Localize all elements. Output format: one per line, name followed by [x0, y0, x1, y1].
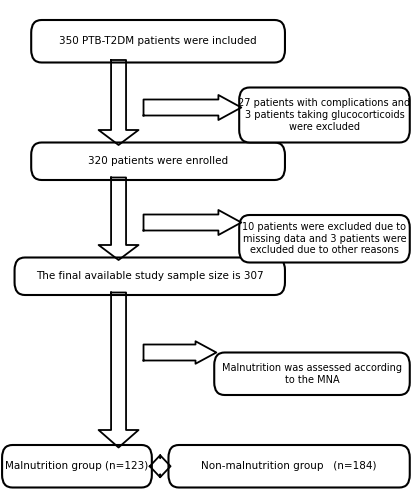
Text: Malnutrition was assessed according
to the MNA: Malnutrition was assessed according to t…: [222, 363, 402, 384]
Text: 27 patients with complications and
3 patients taking glucocorticoids
were exclud: 27 patients with complications and 3 pat…: [238, 98, 411, 132]
Polygon shape: [144, 95, 241, 120]
FancyBboxPatch shape: [2, 445, 152, 488]
Text: The final available study sample size is 307: The final available study sample size is…: [36, 271, 264, 281]
Polygon shape: [99, 60, 139, 145]
FancyBboxPatch shape: [168, 445, 410, 488]
Polygon shape: [150, 455, 171, 477]
FancyBboxPatch shape: [239, 88, 410, 142]
Polygon shape: [99, 292, 139, 448]
Polygon shape: [144, 210, 241, 235]
Text: Malnutrition group (n=123): Malnutrition group (n=123): [5, 461, 149, 471]
Text: 10 patients were excluded due to
missing data and 3 patients were
excluded due t: 10 patients were excluded due to missing…: [243, 222, 406, 256]
Polygon shape: [144, 341, 216, 364]
Text: 350 PTB-T2DM patients were included: 350 PTB-T2DM patients were included: [59, 36, 257, 46]
Text: Non-malnutrition group   (n=184): Non-malnutrition group (n=184): [201, 461, 377, 471]
Polygon shape: [99, 178, 139, 260]
Text: 320 patients were enrolled: 320 patients were enrolled: [88, 156, 228, 166]
FancyBboxPatch shape: [214, 352, 410, 395]
FancyBboxPatch shape: [15, 258, 285, 295]
FancyBboxPatch shape: [31, 20, 285, 62]
FancyBboxPatch shape: [239, 215, 410, 262]
FancyBboxPatch shape: [31, 142, 285, 180]
